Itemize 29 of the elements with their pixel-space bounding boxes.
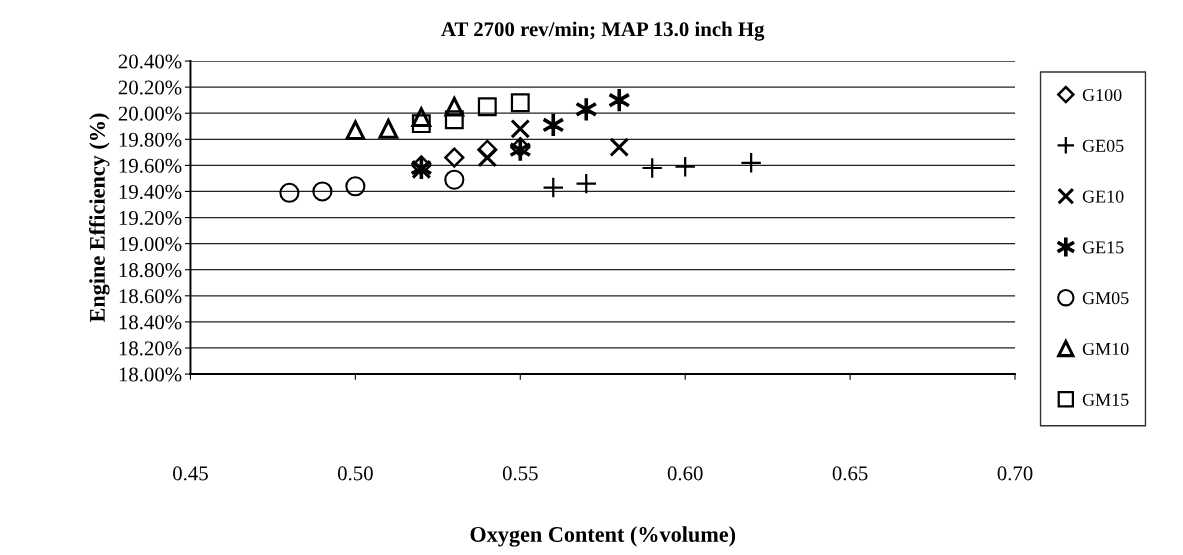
legend-label: GM10: [1082, 342, 1129, 356]
y-tick-label: 20.00%: [118, 106, 182, 121]
x-tick-label: 0.60: [667, 466, 703, 481]
legend-label: GE10: [1082, 190, 1124, 203]
x-tick-label: 0.50: [337, 466, 373, 481]
y-tick-label: 19.00%: [119, 237, 182, 252]
y-tick-label: 18.20%: [119, 341, 182, 356]
y-tick-label: 19.20%: [119, 210, 182, 226]
x-tick-label: 0.55: [502, 466, 538, 481]
y-tick-label: 20.40%: [118, 54, 182, 69]
chart-title: AT 2700 rev/min; MAP 13.0 inch Hg: [441, 21, 765, 41]
y-tick-label: 18.00%: [119, 367, 182, 382]
legend-label: G100: [1082, 88, 1122, 102]
x-tick-label: 0.70: [997, 466, 1033, 481]
y-tick-label: 18.80%: [119, 263, 182, 278]
y-tick-label: 18.60%: [119, 289, 182, 304]
x-tick-label: 0.45: [173, 466, 208, 481]
legend-label: GE05: [1082, 139, 1124, 152]
legend-label: GE15: [1082, 241, 1124, 254]
y-tick-label: 19.40%: [119, 184, 182, 199]
y-tick-label: 18.40%: [119, 315, 182, 330]
x-axis-title: Oxygen Content (%volume): [470, 526, 736, 547]
y-tick-label: 20.20%: [118, 80, 182, 95]
y-tick-label: 19.60%: [119, 158, 182, 173]
legend-label: GM15: [1082, 393, 1129, 406]
x-tick-label: 0.65: [832, 466, 868, 481]
legend-label: GM05: [1082, 292, 1129, 305]
y-axis-title: Engine Efficiency (%): [89, 113, 110, 323]
y-tick-label: 19.80%: [119, 132, 182, 147]
